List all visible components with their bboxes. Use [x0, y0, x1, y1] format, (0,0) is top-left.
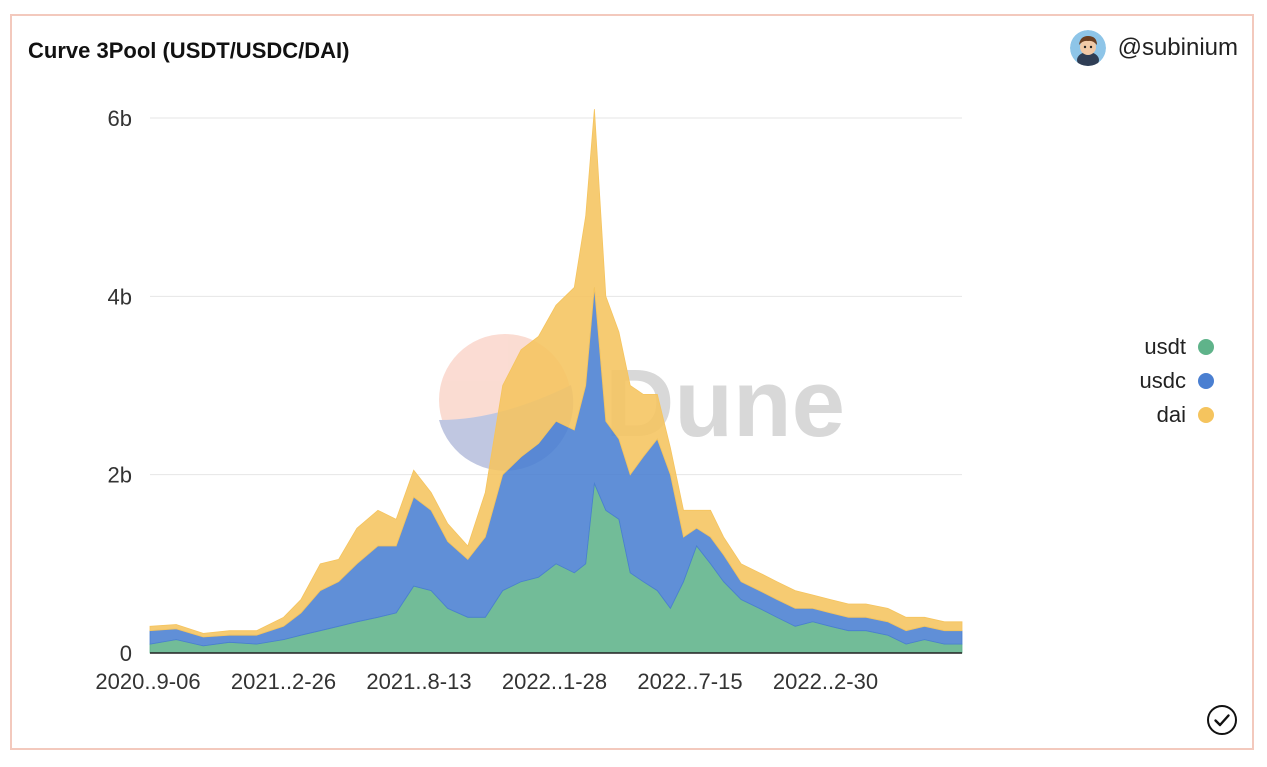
- area-series-dai[interactable]: [149, 109, 963, 638]
- check-circle-icon[interactable]: [1206, 704, 1238, 736]
- y-tick-label: 4b: [108, 284, 132, 309]
- legend-label-usdt: usdt: [1144, 334, 1186, 359]
- author-badge[interactable]: @subinium: [1069, 30, 1238, 66]
- legend-item-usdc[interactable]: usdc: [1140, 368, 1214, 394]
- legend-dot-dai: [1198, 407, 1214, 423]
- x-tick-label: 2022..2-30: [773, 669, 878, 694]
- chart-title: Curve 3Pool (USDT/USDC/DAI): [28, 38, 350, 63]
- x-axis-ticks: 2020..9-06 2021..2-26 2021..8-13 2022..1-28…: [95, 669, 878, 694]
- legend-label-usdc: usdc: [1139, 368, 1186, 393]
- x-tick-label: 2022..1-28: [502, 669, 607, 694]
- legend-item-dai[interactable]: dai: [1157, 402, 1214, 428]
- avatar-icon[interactable]: [1069, 30, 1106, 66]
- x-tick-label: 2021..8-13: [366, 669, 471, 694]
- y-tick-label: 2b: [108, 463, 132, 488]
- x-tick-label: 2022..7-15: [637, 669, 742, 694]
- author-name[interactable]: @subinium: [1117, 34, 1238, 61]
- y-tick-label: 0: [120, 641, 132, 666]
- x-tick-label: 2021..2-26: [231, 669, 336, 694]
- legend-item-usdt[interactable]: usdt: [1144, 334, 1214, 360]
- y-axis-ticks: 0 2b 4b 6b: [108, 106, 132, 666]
- x-tick-label: 2020..9-06: [95, 669, 200, 694]
- legend-dot-usdc: [1198, 373, 1214, 389]
- legend-dot-usdt: [1198, 339, 1214, 355]
- legend-label-dai: dai: [1156, 402, 1186, 427]
- y-tick-label: 6b: [108, 106, 132, 131]
- chart-legend: usdt usdc dai: [1140, 334, 1214, 428]
